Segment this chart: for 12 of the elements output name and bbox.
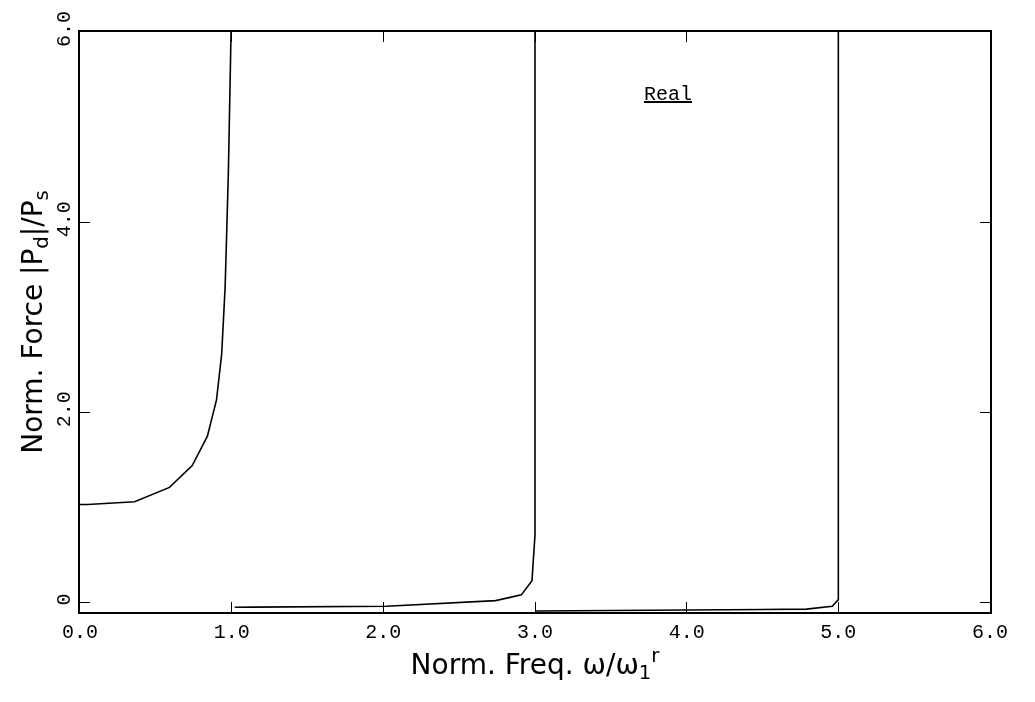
x-tick-label: 4.0 — [668, 620, 705, 644]
y-tick-label: 2.0 — [53, 391, 77, 428]
x-tick-label: 2.0 — [365, 620, 402, 644]
y-tick-label: 6.0 — [53, 10, 77, 48]
x-tick-label: 6.0 — [971, 620, 1009, 644]
annotation: Real — [644, 83, 693, 106]
x-tick-label: 3.0 — [516, 620, 554, 644]
y-tick-label: 0 — [53, 593, 77, 606]
y-tick-label: 4.0 — [53, 201, 77, 238]
x-tick-label: 5.0 — [820, 620, 857, 644]
x-tick-label: 1.0 — [213, 620, 250, 644]
x-tick-label: 0.0 — [61, 620, 99, 644]
